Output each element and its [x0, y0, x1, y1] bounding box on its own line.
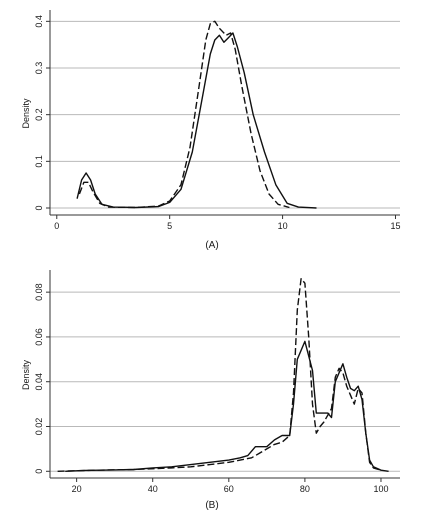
- y-tick-label-b-4: 0.08: [34, 283, 44, 301]
- x-tick-label-b-2: 60: [224, 484, 234, 494]
- x-tick-label-a-2: 10: [278, 221, 288, 231]
- y-tick-label-b-3: 0.06: [34, 328, 44, 346]
- series-line-b-solid: [65, 340, 389, 472]
- series-line-b-dashed: [57, 278, 382, 472]
- y-tick-label-b-2: 0.04: [34, 373, 44, 391]
- y-tick-label-a-1: 0.1: [34, 155, 44, 168]
- chart-a: 0 0.1 0.2 0.3 0.4 0 5 10 15 Density: [21, 10, 400, 231]
- x-tick-label-b-1: 40: [148, 484, 158, 494]
- y-axis-label-a: Density: [21, 98, 31, 129]
- y-tick-label-a-3: 0.3: [34, 62, 44, 75]
- x-tick-label-b-3: 80: [300, 484, 310, 494]
- x-tick-label-a-3: 15: [390, 221, 400, 231]
- caption-panel-b: (B): [205, 500, 219, 511]
- x-tick-label-b-0: 20: [72, 484, 82, 494]
- series-line-a-solid: [76, 32, 317, 209]
- x-tick-label-a-0: 0: [54, 221, 59, 231]
- y-tick-label-b-0: 0: [34, 469, 44, 474]
- x-tick-label-a-1: 5: [167, 221, 172, 231]
- x-tick-label-b-4: 100: [373, 484, 388, 494]
- chart-b: 0 0.02 0.04 0.06 0.08 20 40 60 80 100 Density: [21, 270, 400, 494]
- y-tick-label-a-2: 0.2: [34, 108, 44, 121]
- series-line-a-dashed: [78, 20, 290, 209]
- y-tick-label-a-0: 0: [34, 205, 44, 210]
- y-tick-label-a-4: 0.4: [34, 15, 44, 28]
- y-axis-label-b: Density: [21, 359, 31, 390]
- y-tick-label-b-1: 0.02: [34, 418, 44, 436]
- caption-panel-a: (A): [205, 240, 219, 251]
